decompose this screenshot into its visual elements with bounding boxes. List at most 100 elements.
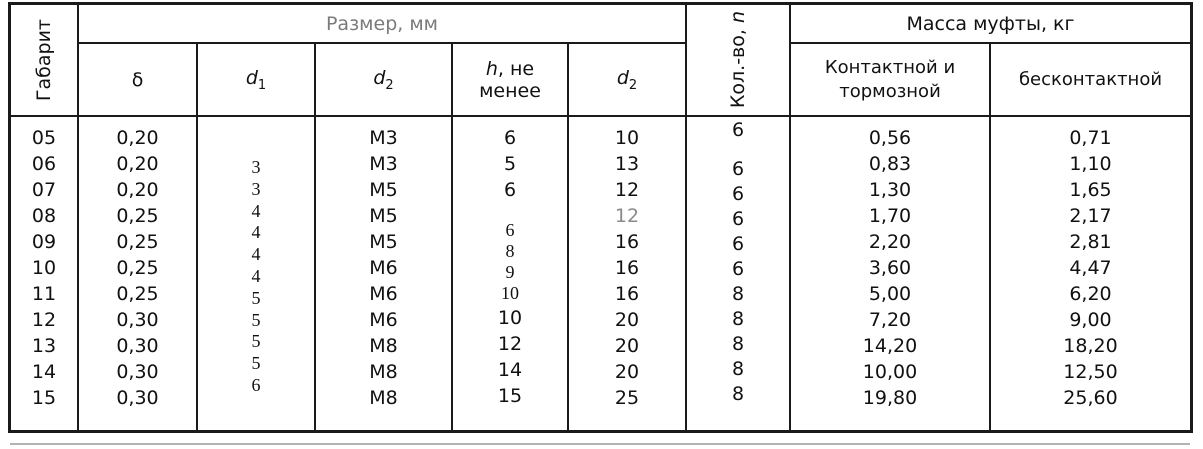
cell: 3,60 [868, 257, 912, 279]
cell: 20 [614, 361, 640, 383]
header-d2b: d2 [569, 44, 685, 115]
divider [789, 42, 1190, 44]
cell: 3 [251, 157, 261, 177]
cell: М5 [369, 179, 398, 201]
cell: 0,30 [116, 335, 159, 357]
divider [77, 5, 79, 430]
cell: 10 [497, 307, 523, 329]
cell: 14 [31, 361, 57, 383]
header-beskontakt: бесконтактной [991, 44, 1190, 115]
cell: 09 [31, 231, 57, 253]
cell: 8 [731, 308, 745, 330]
cell: 6,20 [1069, 283, 1112, 305]
cell: 0,20 [116, 127, 159, 149]
cell: 14 [497, 359, 523, 381]
cell: 13 [31, 335, 57, 357]
cell: 3 [251, 178, 261, 199]
cell: 6 [731, 208, 745, 230]
cell: 10 [31, 257, 57, 279]
cell: 2,20 [868, 231, 912, 253]
column-d2b: 10 13 12 12 16 16 16 20 20 20 25 [569, 117, 685, 430]
cell: 19,80 [862, 387, 918, 409]
header-body-divider [11, 115, 1190, 117]
cell: 15 [497, 385, 523, 407]
cell: 07 [31, 179, 57, 201]
cell: 16 [614, 231, 640, 253]
cell: 1,10 [1069, 153, 1112, 175]
cell: 6 [731, 233, 745, 255]
divider [196, 42, 198, 430]
divider [989, 42, 991, 430]
header-gabarit: Габарит [11, 5, 77, 115]
cell: 0,30 [116, 361, 159, 383]
cell: 6 [731, 119, 745, 141]
divider [314, 42, 316, 430]
cell: 0,71 [1069, 127, 1112, 149]
header-kolvo-label: Кол.-во, n [727, 11, 749, 109]
column-h: 6 5 6 6 8 9 10 10 12 14 15 [453, 117, 567, 430]
cell: 16 [614, 283, 640, 305]
divider [77, 42, 687, 44]
cell: 0,20 [116, 179, 159, 201]
cell: М3 [369, 127, 398, 149]
cell: М8 [369, 335, 398, 357]
header-gabarit-label: Габарит [33, 18, 55, 102]
cell: 0,25 [116, 231, 159, 253]
h-top-group: 6 5 6 [453, 125, 567, 203]
cell: 05 [31, 127, 57, 149]
header-delta-label: δ [131, 68, 144, 91]
page-bottom-rule [10, 443, 1190, 445]
cell: 6 [731, 258, 745, 280]
h-bottom-group: 10 12 14 15 [453, 305, 567, 409]
cell: 0,83 [868, 153, 912, 175]
cell: 12 [614, 205, 640, 227]
cell: 4 [251, 244, 261, 265]
header-h-label: h, не менее [479, 57, 541, 102]
divider [789, 5, 791, 430]
header-razmer-label: Размер, мм [325, 12, 439, 35]
cell: 6 [505, 220, 515, 240]
cell: М5 [369, 205, 398, 227]
cell: 4 [251, 222, 261, 243]
cell: 0,30 [116, 309, 159, 331]
cell: 8 [731, 358, 745, 380]
cell: 6 [503, 179, 517, 201]
cell: 0,56 [868, 127, 912, 149]
cell: М6 [369, 309, 398, 331]
cell: 15 [31, 387, 57, 409]
column-kontakt: 0,56 0,83 1,30 1,70 2,20 3,60 5,00 7,20 … [791, 117, 989, 430]
header-d2b-label: d2 [616, 66, 638, 93]
header-d2: d2 [316, 44, 451, 115]
column-gabarit: 05 06 07 08 09 10 11 12 13 14 15 [11, 117, 77, 430]
cell: 12,50 [1063, 361, 1118, 383]
cell: 2,81 [1069, 231, 1112, 253]
cell: 10 [614, 127, 640, 149]
cell: 2,17 [1069, 205, 1112, 227]
header-beskontakt-label: бесконтактной [1018, 69, 1163, 90]
cell: 11 [31, 283, 57, 305]
cell: 4 [251, 200, 261, 221]
cell: 13 [614, 153, 640, 175]
h-mid-group: 6 8 9 10 [453, 220, 567, 304]
cell: М8 [369, 387, 398, 409]
cell: М3 [369, 153, 398, 175]
column-d2: М3 М3 М5 М5 М5 М6 М6 М6 М8 М8 М8 [316, 117, 451, 430]
cell: 12 [497, 333, 523, 355]
cell: 25,60 [1063, 387, 1118, 409]
header-d2-label: d2 [373, 66, 394, 93]
cell: 6 [731, 158, 745, 180]
cell: 25 [614, 387, 640, 409]
cell: 8 [731, 383, 745, 405]
header-massa: Масса муфты, кг [791, 5, 1190, 42]
cell: 10,00 [862, 361, 918, 383]
cell: 5 [251, 353, 261, 374]
cell: 0,30 [116, 387, 159, 409]
cell: 20 [614, 335, 640, 357]
cell: 6 [503, 127, 517, 149]
header-h: h, не менее [453, 44, 567, 115]
column-d1: 3 3 4 4 4 4 5 5 5 5 6 [198, 117, 314, 430]
cell: 0,25 [116, 283, 159, 305]
cell: 6 [251, 374, 261, 395]
header-kontakt: Контактной и тормозной [791, 44, 989, 115]
